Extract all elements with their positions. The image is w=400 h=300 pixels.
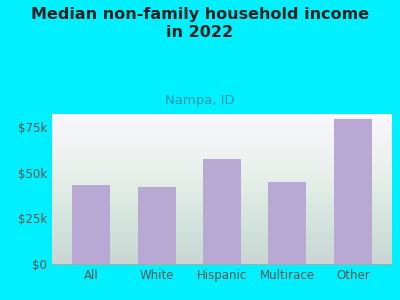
Bar [203, 159, 241, 264]
Text: Nampa, ID: Nampa, ID [165, 94, 235, 107]
Bar [334, 119, 372, 264]
Bar [72, 185, 110, 264]
Bar [138, 187, 176, 264]
Text: Median non-family household income
in 2022: Median non-family household income in 20… [31, 8, 369, 40]
Bar [268, 182, 306, 264]
